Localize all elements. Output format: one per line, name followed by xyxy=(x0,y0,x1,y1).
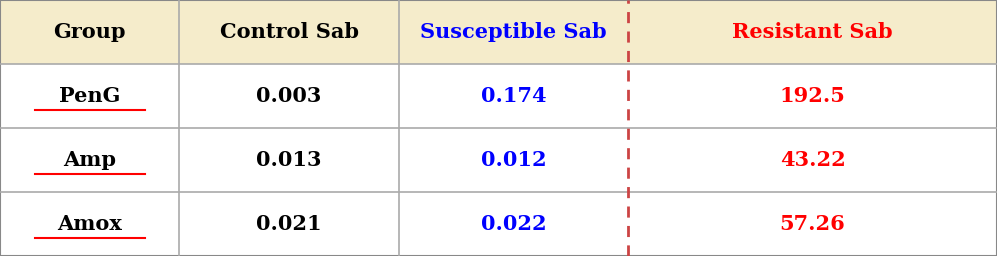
Bar xyxy=(0,0,997,64)
Text: 0.012: 0.012 xyxy=(481,150,546,170)
Text: Resistant Sab: Resistant Sab xyxy=(732,22,893,42)
Text: Group: Group xyxy=(54,22,126,42)
Bar xyxy=(0,192,997,256)
Text: Amp: Amp xyxy=(63,150,117,170)
Text: 0.003: 0.003 xyxy=(256,86,322,106)
Bar xyxy=(0,64,997,128)
Bar xyxy=(0,128,997,192)
Text: PenG: PenG xyxy=(59,86,121,106)
Text: 0.174: 0.174 xyxy=(481,86,546,106)
Text: 43.22: 43.22 xyxy=(780,150,845,170)
Text: 192.5: 192.5 xyxy=(780,86,845,106)
Text: 0.021: 0.021 xyxy=(256,214,322,234)
Text: Control Sab: Control Sab xyxy=(219,22,359,42)
Text: 0.022: 0.022 xyxy=(481,214,546,234)
Text: 57.26: 57.26 xyxy=(780,214,845,234)
Text: Susceptible Sab: Susceptible Sab xyxy=(420,22,607,42)
Text: 0.013: 0.013 xyxy=(256,150,322,170)
Text: Amox: Amox xyxy=(57,214,123,234)
